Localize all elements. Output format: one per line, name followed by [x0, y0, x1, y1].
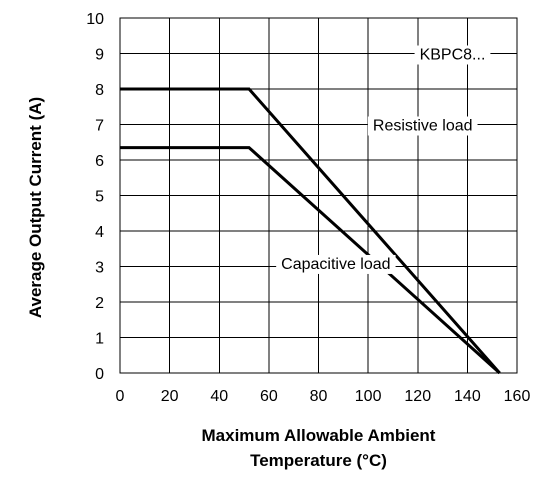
- series-line-1: [120, 146, 501, 375]
- annotation-background-0: [414, 45, 491, 65]
- series-line-0: [120, 87, 501, 374]
- y-tick-label-4: 4: [95, 224, 104, 241]
- y-tick-label-10: 10: [86, 11, 104, 28]
- x-tick-label-5: 100: [355, 388, 382, 405]
- annotation-2: Capacitive load: [281, 256, 390, 273]
- annotation-0: KBPC8...: [420, 47, 486, 64]
- y-tick-label-2: 2: [95, 295, 104, 312]
- x-tick-label-8: 160: [504, 388, 531, 405]
- x-tick-label-2: 40: [210, 388, 228, 405]
- y-tick-label-7: 7: [95, 118, 104, 135]
- y-tick-labels: 0 1 2 3 4 5 6 7 8 9 10: [86, 11, 104, 383]
- x-tick-label-6: 120: [404, 388, 431, 405]
- y-tick-label-0: 0: [95, 366, 104, 383]
- y-tick-label-1: 1: [95, 331, 104, 348]
- annotation-background-1: [367, 116, 478, 136]
- x-tick-label-0: 0: [116, 388, 125, 405]
- x-axis-title-line-2: Temperature (°C): [250, 451, 387, 470]
- x-axis-title-line-1: Maximum Allowable Ambient: [202, 426, 436, 445]
- y-tick-label-3: 3: [95, 260, 104, 277]
- x-tick-label-1: 20: [161, 388, 179, 405]
- grid-lines: [119, 17, 518, 374]
- x-tick-labels: 0 20 40 60 80 100 120 140 160: [116, 388, 531, 405]
- y-axis-title: Average Output Current (A): [26, 97, 45, 318]
- annotation-1: Resistive load: [373, 118, 473, 135]
- y-tick-label-8: 8: [95, 82, 104, 99]
- x-tick-label-3: 60: [260, 388, 278, 405]
- plot-frame: [119, 17, 518, 374]
- x-tick-label-7: 140: [454, 388, 481, 405]
- series-lines: [120, 87, 501, 375]
- y-tick-label-6: 6: [95, 153, 104, 170]
- y-tick-label-9: 9: [95, 47, 104, 64]
- annotations: KBPC8... Resistive load Capacitive load: [276, 45, 491, 274]
- y-tick-label-5: 5: [95, 189, 104, 206]
- x-tick-label-4: 80: [310, 388, 328, 405]
- annotation-background-2: [276, 254, 396, 274]
